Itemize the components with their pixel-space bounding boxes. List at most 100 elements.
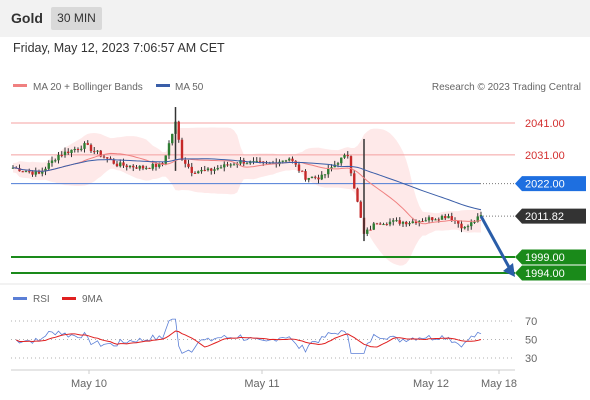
x-tick-label: May 18 [481, 378, 517, 390]
candle-body [70, 149, 73, 154]
candle-body [291, 158, 294, 161]
candle-body [440, 215, 444, 220]
candle-body [226, 164, 229, 166]
ma20-legend-label: MA 20 + Bollinger Bands [33, 82, 143, 93]
support-badge [515, 265, 586, 281]
candle-body [460, 223, 463, 229]
rsi-legend-swatch [13, 297, 27, 300]
x-tick-label: May 11 [244, 378, 279, 390]
rsi-line [15, 318, 482, 354]
candle-body [128, 165, 132, 168]
bollinger-bands [13, 127, 481, 266]
ma20-line [12, 152, 482, 225]
candle-body [180, 139, 184, 160]
candle-body [320, 174, 323, 180]
candle-body [219, 167, 223, 169]
candle-body [398, 220, 401, 224]
resistance-label: 2041.00 [525, 118, 565, 130]
forecast-arrow [479, 215, 515, 277]
candle-body [57, 154, 60, 161]
candle-body [145, 167, 148, 169]
candle-body [138, 165, 141, 169]
timeframe-button[interactable]: 30 MIN [51, 7, 102, 30]
candle-body [336, 163, 340, 165]
candle-body [431, 217, 434, 221]
candle-body [330, 167, 333, 169]
candle-body [392, 220, 395, 222]
candle-body [301, 170, 304, 172]
candle-body [132, 165, 135, 168]
candle-body [28, 171, 31, 173]
candle-body [83, 143, 86, 149]
candle-body [447, 216, 450, 219]
candle-body [379, 223, 382, 225]
rsi-lines [15, 318, 482, 354]
candle-body [125, 165, 128, 168]
candle-body [50, 160, 54, 164]
x-axis: May 10 May 11 May 12 May 18 [71, 370, 517, 390]
candle-body [414, 221, 418, 224]
candle-body [395, 220, 398, 222]
candle-body [317, 177, 320, 180]
candle-body [197, 171, 200, 174]
rsi-tick-label: 70 [525, 316, 537, 328]
candle-body [86, 143, 89, 145]
level-labels: 2041.00 2031.00 2022.00 2011.82 1999.00 1994.… [515, 118, 586, 281]
timestamp: Friday, May 12, 2023 7:06:57 AM CET [13, 41, 225, 55]
candle-body [177, 121, 180, 140]
instrument-title: Gold [11, 10, 43, 26]
candle-body [99, 150, 102, 157]
candle-body [41, 171, 44, 174]
rsi-ma-legend-label: 9MA [82, 294, 103, 305]
x-tick-label: May 12 [413, 378, 449, 390]
candle-body [340, 157, 343, 164]
candle-body [54, 160, 57, 162]
rsi-ma-legend-swatch [62, 297, 76, 300]
candle-body [232, 164, 236, 166]
resistance-label: 2031.00 [525, 150, 565, 162]
candle-body [76, 148, 80, 150]
pivot-badge [515, 176, 586, 192]
candle-body [80, 148, 83, 150]
candle-body [258, 160, 262, 162]
candle-body [288, 158, 291, 161]
candle-body [213, 169, 216, 171]
last-price-badge [515, 208, 586, 224]
pivot-label: 2022.00 [525, 179, 565, 191]
rsi-legend-label: RSI [33, 294, 50, 305]
candle-body [444, 215, 447, 219]
candle-body [255, 160, 258, 162]
ma20-legend-swatch [13, 84, 27, 87]
candle-body [304, 171, 307, 180]
candle-body [167, 143, 171, 156]
candle-body [96, 150, 99, 152]
candle-body [31, 171, 34, 175]
candle-body [310, 176, 314, 178]
ma50-legend-swatch [156, 84, 170, 87]
candle-body [343, 155, 346, 158]
level-lines [11, 122, 515, 274]
support-label: 1994.00 [525, 268, 565, 280]
candle-body [369, 229, 372, 231]
candle-body [262, 161, 265, 163]
candle-body [349, 156, 353, 174]
ma50-legend-label: MA 50 [175, 82, 204, 93]
support-label: 1999.00 [525, 252, 565, 264]
rsi-ma-line [16, 330, 482, 348]
moving-averages [12, 152, 482, 225]
candle-body [200, 169, 203, 172]
candle-body [73, 148, 76, 150]
candle-body [297, 164, 301, 171]
candle-body [353, 173, 356, 189]
candle-body [37, 171, 41, 174]
bollinger-band-area [13, 127, 481, 266]
candle-body [44, 168, 47, 172]
candle-body [457, 220, 460, 224]
candle-body [89, 144, 93, 152]
rsi-tick-label: 50 [525, 335, 537, 347]
candle-body [161, 163, 164, 165]
candle-body [437, 219, 440, 221]
candle-body [164, 155, 167, 165]
candle-body [470, 222, 473, 227]
